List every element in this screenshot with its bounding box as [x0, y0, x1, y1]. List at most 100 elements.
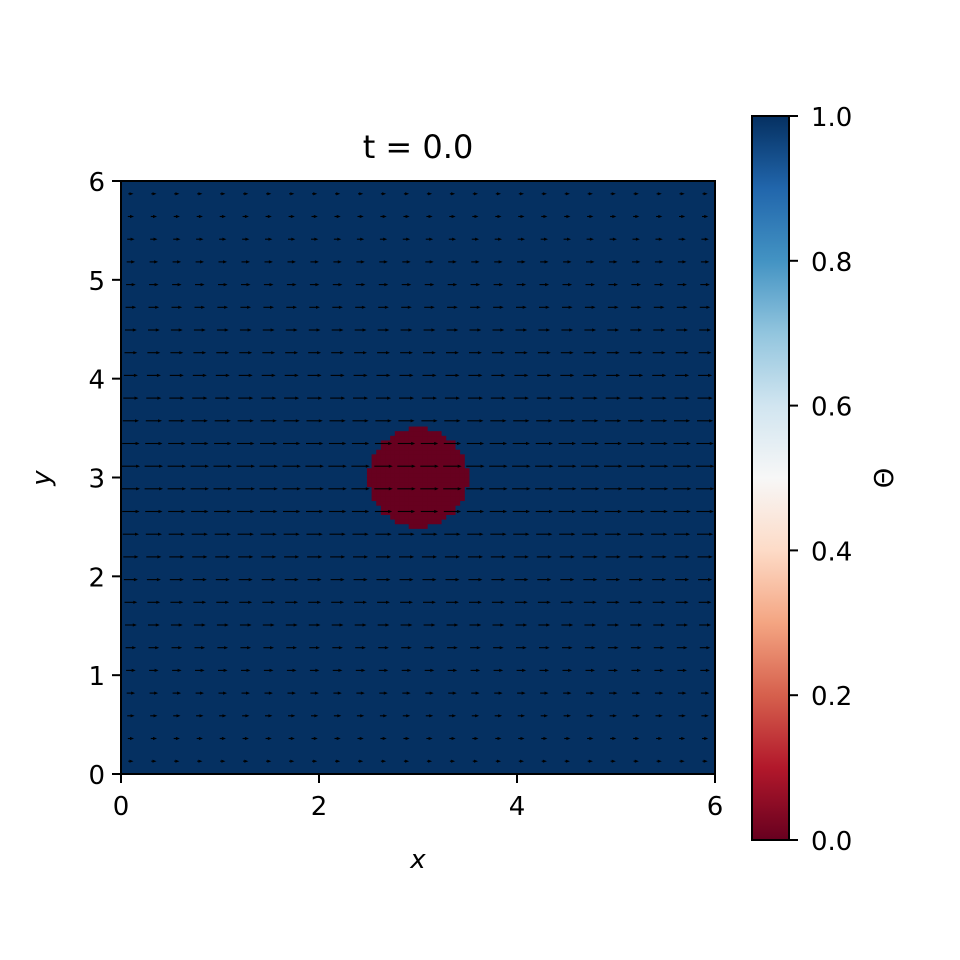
disk-cell: [436, 463, 442, 469]
disk-cell: [436, 505, 442, 511]
quiver-arrow-head: [359, 736, 364, 741]
quiver-arrow-head: [407, 646, 412, 650]
quiver-arrow-head: [133, 600, 138, 604]
quiver-arrow-head: [384, 668, 389, 672]
disk-cell: [408, 496, 414, 502]
disk-cell: [422, 514, 428, 520]
quiver-arrow-head: [640, 441, 645, 446]
quiver-arrow-head: [382, 759, 387, 763]
quiver-arrow-head: [270, 623, 275, 627]
quiver-arrow-head: [387, 419, 392, 423]
quiver-arrow-head: [661, 623, 666, 627]
quiver-arrow-head: [290, 214, 295, 219]
disk-cell: [408, 468, 414, 474]
quiver-arrow-head: [638, 351, 643, 355]
quiver-arrow-head: [640, 532, 645, 536]
disk-cell: [459, 482, 465, 488]
disk-cell: [376, 491, 382, 497]
quiver-arrow-head: [364, 396, 369, 400]
quiver-arrow-head: [269, 283, 274, 287]
y-tick-label: 5: [88, 267, 105, 297]
quiver-arrow-head: [503, 487, 508, 491]
disk-cell: [371, 463, 377, 469]
disk-cell: [455, 472, 461, 478]
quiver-arrow-head: [543, 736, 548, 741]
disk-cell: [399, 454, 405, 460]
quiver-arrow-head: [681, 736, 686, 741]
quiver-arrow-head: [454, 623, 459, 627]
quiver-arrow-head: [664, 487, 669, 491]
quiver-arrow-head: [291, 691, 296, 695]
quiver-arrow-head: [365, 487, 370, 491]
quiver-arrow-head: [158, 509, 163, 514]
quiver-arrow-head: [203, 555, 208, 559]
quiver-arrow-head: [591, 646, 596, 650]
quiver-arrow-head: [635, 714, 640, 718]
quiver-arrow-head: [520, 192, 524, 196]
quiver-arrow-head: [568, 646, 573, 650]
quiver-arrow-head: [570, 555, 575, 559]
quiver-arrow-head: [296, 487, 301, 491]
disk-cell: [394, 491, 400, 497]
quiver-arrow-head: [267, 759, 272, 763]
quiver-arrow-head: [226, 396, 231, 400]
quiver-arrow-head: [454, 351, 459, 355]
disk-cell: [390, 449, 396, 455]
disk-cell: [394, 505, 400, 511]
quiver-arrow-head: [545, 305, 550, 309]
disk-cell: [404, 505, 410, 511]
disk-cell: [464, 477, 470, 483]
disk-cell: [371, 454, 377, 460]
quiver-arrow-head: [520, 214, 525, 219]
quiver-arrow-head: [157, 396, 162, 400]
quiver-arrow-head: [636, 691, 641, 695]
quiver-arrow-head: [221, 736, 226, 741]
quiver-arrow-head: [499, 646, 504, 650]
quiver-arrow-head: [270, 646, 274, 650]
quiver-arrow-head: [178, 623, 183, 627]
disk-cell: [413, 482, 419, 488]
quiver-arrow-head: [152, 192, 157, 196]
quiver-arrow-head: [547, 578, 552, 582]
quiver-arrow-head: [294, 351, 299, 355]
disk-cell: [390, 496, 396, 502]
quiver-arrow-head: [502, 419, 507, 423]
quiver-arrow-head: [708, 578, 713, 582]
quiver-arrow-head: [135, 509, 140, 514]
disk-cell: [427, 458, 433, 464]
disk-cell: [418, 435, 424, 441]
disk-cell: [436, 431, 442, 437]
disk-cell: [441, 500, 447, 506]
disk-cell: [408, 454, 414, 460]
quiver-arrow-head: [244, 736, 249, 741]
quiver-arrow-head: [454, 600, 459, 604]
quiver-arrow-head: [340, 351, 345, 355]
quiver-arrow-head: [296, 509, 301, 514]
quiver-arrow-head: [659, 283, 664, 287]
quiver-arrow-head: [709, 509, 714, 514]
quiver-arrow-head: [227, 441, 232, 446]
disk-cell: [390, 477, 396, 483]
disk-cell: [376, 454, 382, 460]
quiver-arrow-head: [686, 532, 691, 536]
disk-cell: [413, 463, 419, 469]
quiver-arrow-head: [315, 283, 320, 287]
quiver-arrow-head: [268, 691, 273, 695]
disk-cell: [394, 445, 400, 451]
quiver-arrow-head: [521, 691, 526, 695]
quiver-arrow-head: [526, 509, 530, 514]
disk-cell: [455, 458, 461, 464]
quiver-arrow-head: [475, 237, 480, 241]
quiver-arrow-head: [593, 373, 598, 377]
quiver-arrow-head: [205, 487, 209, 491]
quiver-arrow-head: [618, 464, 623, 468]
quiver-arrow-head: [250, 441, 255, 446]
quiver-arrow-head: [572, 441, 576, 446]
quiver-arrow-head: [158, 532, 162, 536]
quiver-arrow-head: [407, 305, 412, 309]
quiver-arrow-head: [271, 351, 276, 355]
disk-cell: [366, 477, 372, 483]
quiver-arrow-head: [365, 441, 370, 446]
quiver-arrow-head: [434, 487, 439, 491]
quiver-arrow-head: [203, 396, 208, 400]
